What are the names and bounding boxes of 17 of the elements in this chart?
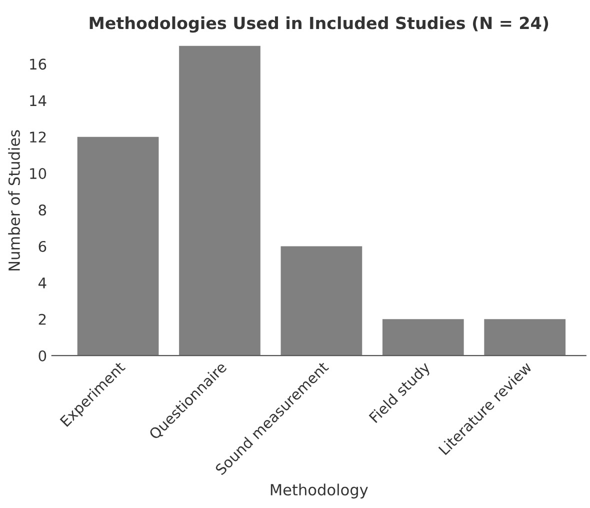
y-tick-label: 6 [38,240,46,252]
y-axis-title: Number of Studies [8,130,20,270]
bar [77,136,159,356]
bar [280,246,362,356]
y-tick-label: 2 [38,314,46,325]
y-tick-label: 14 [30,95,46,106]
bar [484,319,566,356]
y-tick-label: 8 [38,204,46,216]
chart-title: Methodologies Used in Included Studies (N = 24) [90,16,548,33]
y-tick-label: 4 [38,278,46,288]
bar [179,46,260,356]
y-tick-label: 10 [30,168,46,180]
bar [382,319,464,356]
y-tick-label: 12 [30,132,46,142]
y-tick-label: 16 [30,58,46,70]
x-axis-title: Methodology [270,484,368,498]
y-tick-label: 0 [38,350,46,362]
